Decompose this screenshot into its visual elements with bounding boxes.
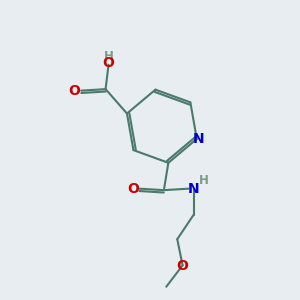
Text: O: O bbox=[69, 84, 81, 98]
Text: H: H bbox=[104, 50, 114, 63]
Text: N: N bbox=[193, 132, 204, 146]
Text: N: N bbox=[188, 182, 200, 196]
Text: O: O bbox=[127, 182, 139, 196]
Text: O: O bbox=[103, 56, 115, 70]
Text: H: H bbox=[199, 174, 208, 187]
Text: O: O bbox=[177, 259, 188, 273]
